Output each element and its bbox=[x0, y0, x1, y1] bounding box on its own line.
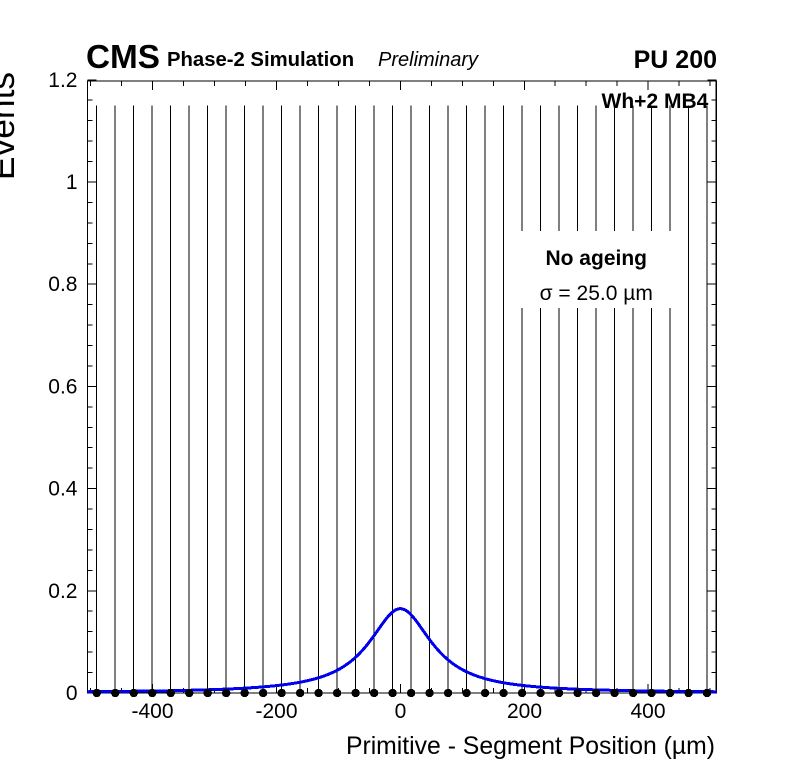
svg-text:Phase-2 Simulation: Phase-2 Simulation bbox=[167, 49, 354, 71]
svg-text:0.4: 0.4 bbox=[48, 478, 78, 501]
svg-text:-200: -200 bbox=[255, 700, 297, 723]
svg-text:0.6: 0.6 bbox=[48, 376, 77, 399]
svg-text:0: 0 bbox=[395, 700, 407, 723]
svg-text:1: 1 bbox=[66, 171, 78, 194]
svg-text:Events: Events bbox=[0, 72, 22, 180]
svg-text:CMS: CMS bbox=[86, 39, 160, 76]
svg-text:-400: -400 bbox=[131, 700, 173, 723]
svg-text:400: 400 bbox=[630, 700, 665, 723]
svg-text:σ = 25.0 µm: σ = 25.0 µm bbox=[540, 282, 653, 305]
svg-text:0.2: 0.2 bbox=[48, 580, 77, 603]
svg-text:0: 0 bbox=[66, 682, 78, 705]
svg-text:Wh+2 MB4: Wh+2 MB4 bbox=[602, 90, 709, 113]
svg-text:PU 200: PU 200 bbox=[634, 46, 717, 74]
svg-text:No ageing: No ageing bbox=[545, 247, 647, 270]
svg-text:Primitive - Segment Position (: Primitive - Segment Position (µm) bbox=[346, 733, 715, 760]
svg-text:Preliminary: Preliminary bbox=[378, 49, 479, 71]
svg-text:0.8: 0.8 bbox=[48, 273, 77, 296]
svg-text:1.2: 1.2 bbox=[48, 69, 77, 92]
svg-text:200: 200 bbox=[507, 700, 542, 723]
